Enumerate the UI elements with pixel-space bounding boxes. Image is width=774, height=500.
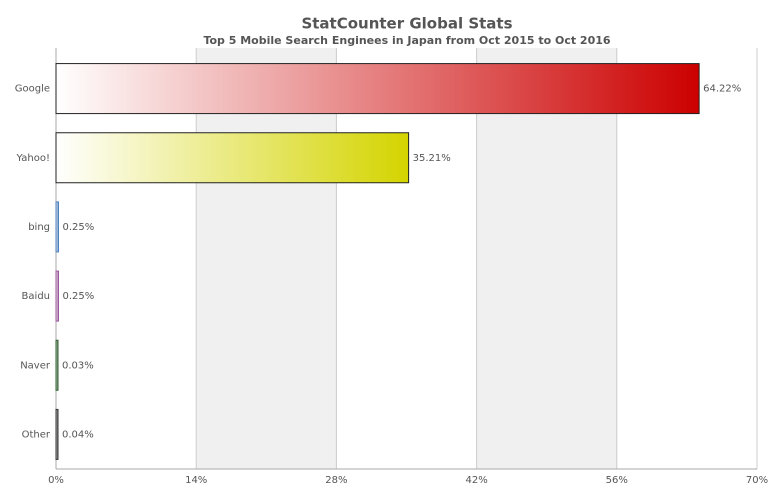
- value-label: 0.25%: [63, 291, 95, 302]
- x-tick-label: 14%: [185, 475, 207, 486]
- chart-title: StatCounter Global Stats: [301, 15, 512, 33]
- x-tick-label: 56%: [606, 475, 628, 486]
- category-label: Yahoo!: [16, 153, 50, 164]
- bar: [55, 270, 60, 322]
- grid-band: [476, 48, 617, 469]
- x-tick-label: 0%: [48, 475, 64, 486]
- value-label: 0.03%: [62, 360, 94, 371]
- category-label: bing: [28, 222, 50, 233]
- category-label: Other: [22, 429, 51, 440]
- bar: [55, 408, 59, 460]
- bar: [55, 132, 410, 184]
- category-label: Baidu: [22, 291, 50, 302]
- bar: [55, 339, 59, 391]
- chart-subtitle: Top 5 Mobile Search Enginees in Japan fr…: [203, 34, 610, 47]
- grid-band: [196, 48, 337, 469]
- x-tick-label: 70%: [746, 475, 768, 486]
- x-tick-label: 28%: [325, 475, 347, 486]
- value-label: 0.04%: [62, 429, 94, 440]
- category-label: Naver: [20, 360, 51, 371]
- value-label: 35.21%: [413, 153, 451, 164]
- category-label: Google: [15, 84, 50, 95]
- bar: [55, 63, 700, 115]
- bar: [55, 201, 60, 253]
- value-label: 0.25%: [63, 222, 95, 233]
- value-label: 64.22%: [703, 84, 741, 95]
- x-tick-label: 42%: [465, 475, 487, 486]
